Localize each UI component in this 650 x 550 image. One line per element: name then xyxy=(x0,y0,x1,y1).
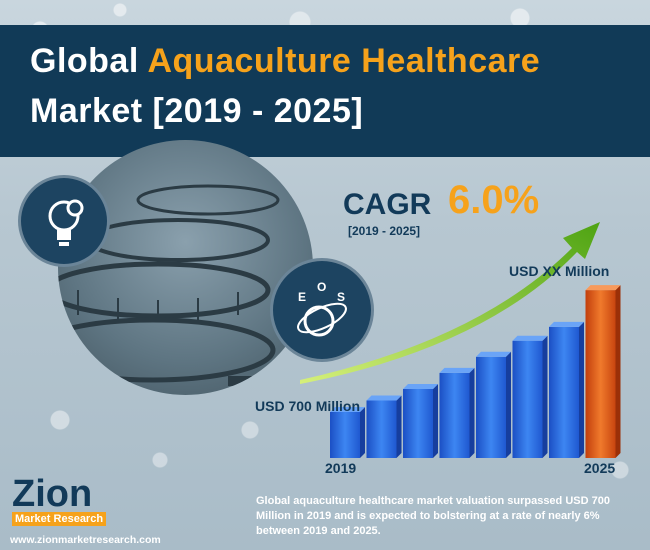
title-prefix: Global xyxy=(30,42,148,80)
eos-letter-o: O xyxy=(317,280,326,294)
bar-0 xyxy=(330,407,365,458)
chart-start-label: USD 700 Million xyxy=(255,398,361,414)
logo-name: Zion xyxy=(12,473,93,515)
logo-subtitle: Market Research xyxy=(12,512,107,526)
market-description: Global aquaculture healthcare market val… xyxy=(256,495,610,537)
bar-1 xyxy=(366,395,402,458)
title-line2: Market [2019 - 2025] xyxy=(30,92,364,130)
chart-end-label: USD XX Million xyxy=(509,263,610,279)
fish-pens-illustration xyxy=(58,184,280,386)
bar-2 xyxy=(403,384,438,458)
bar-7 xyxy=(585,285,621,458)
title-banner xyxy=(0,25,650,157)
website-url: www.zionmarketresearch.com xyxy=(10,534,161,546)
bar-5 xyxy=(512,335,548,458)
aquaculture-photo xyxy=(58,140,313,395)
cagr-period: [2019 - 2025] xyxy=(348,224,421,238)
x-tick-end: 2025 xyxy=(584,460,616,476)
eos-letter-s: S xyxy=(337,290,345,304)
bar-3 xyxy=(439,367,475,458)
title-highlight: Aquaculture Healthcare xyxy=(147,42,541,80)
bar-6 xyxy=(549,321,584,458)
eos-globe-icon: E O S xyxy=(270,258,374,362)
zion-logo: Zion Market Research xyxy=(12,474,132,534)
x-tick-start: 2019 xyxy=(325,460,357,476)
eos-letter-e: E xyxy=(298,290,306,304)
cagr-value: 6.0% xyxy=(448,178,540,222)
bar-4 xyxy=(476,351,511,458)
page-title: Global Aquaculture Healthcare Market [20… xyxy=(30,36,630,136)
cagr-label: CAGR xyxy=(343,188,432,221)
growth-arrow xyxy=(300,222,600,384)
lightbulb-gear-icon xyxy=(18,175,110,267)
